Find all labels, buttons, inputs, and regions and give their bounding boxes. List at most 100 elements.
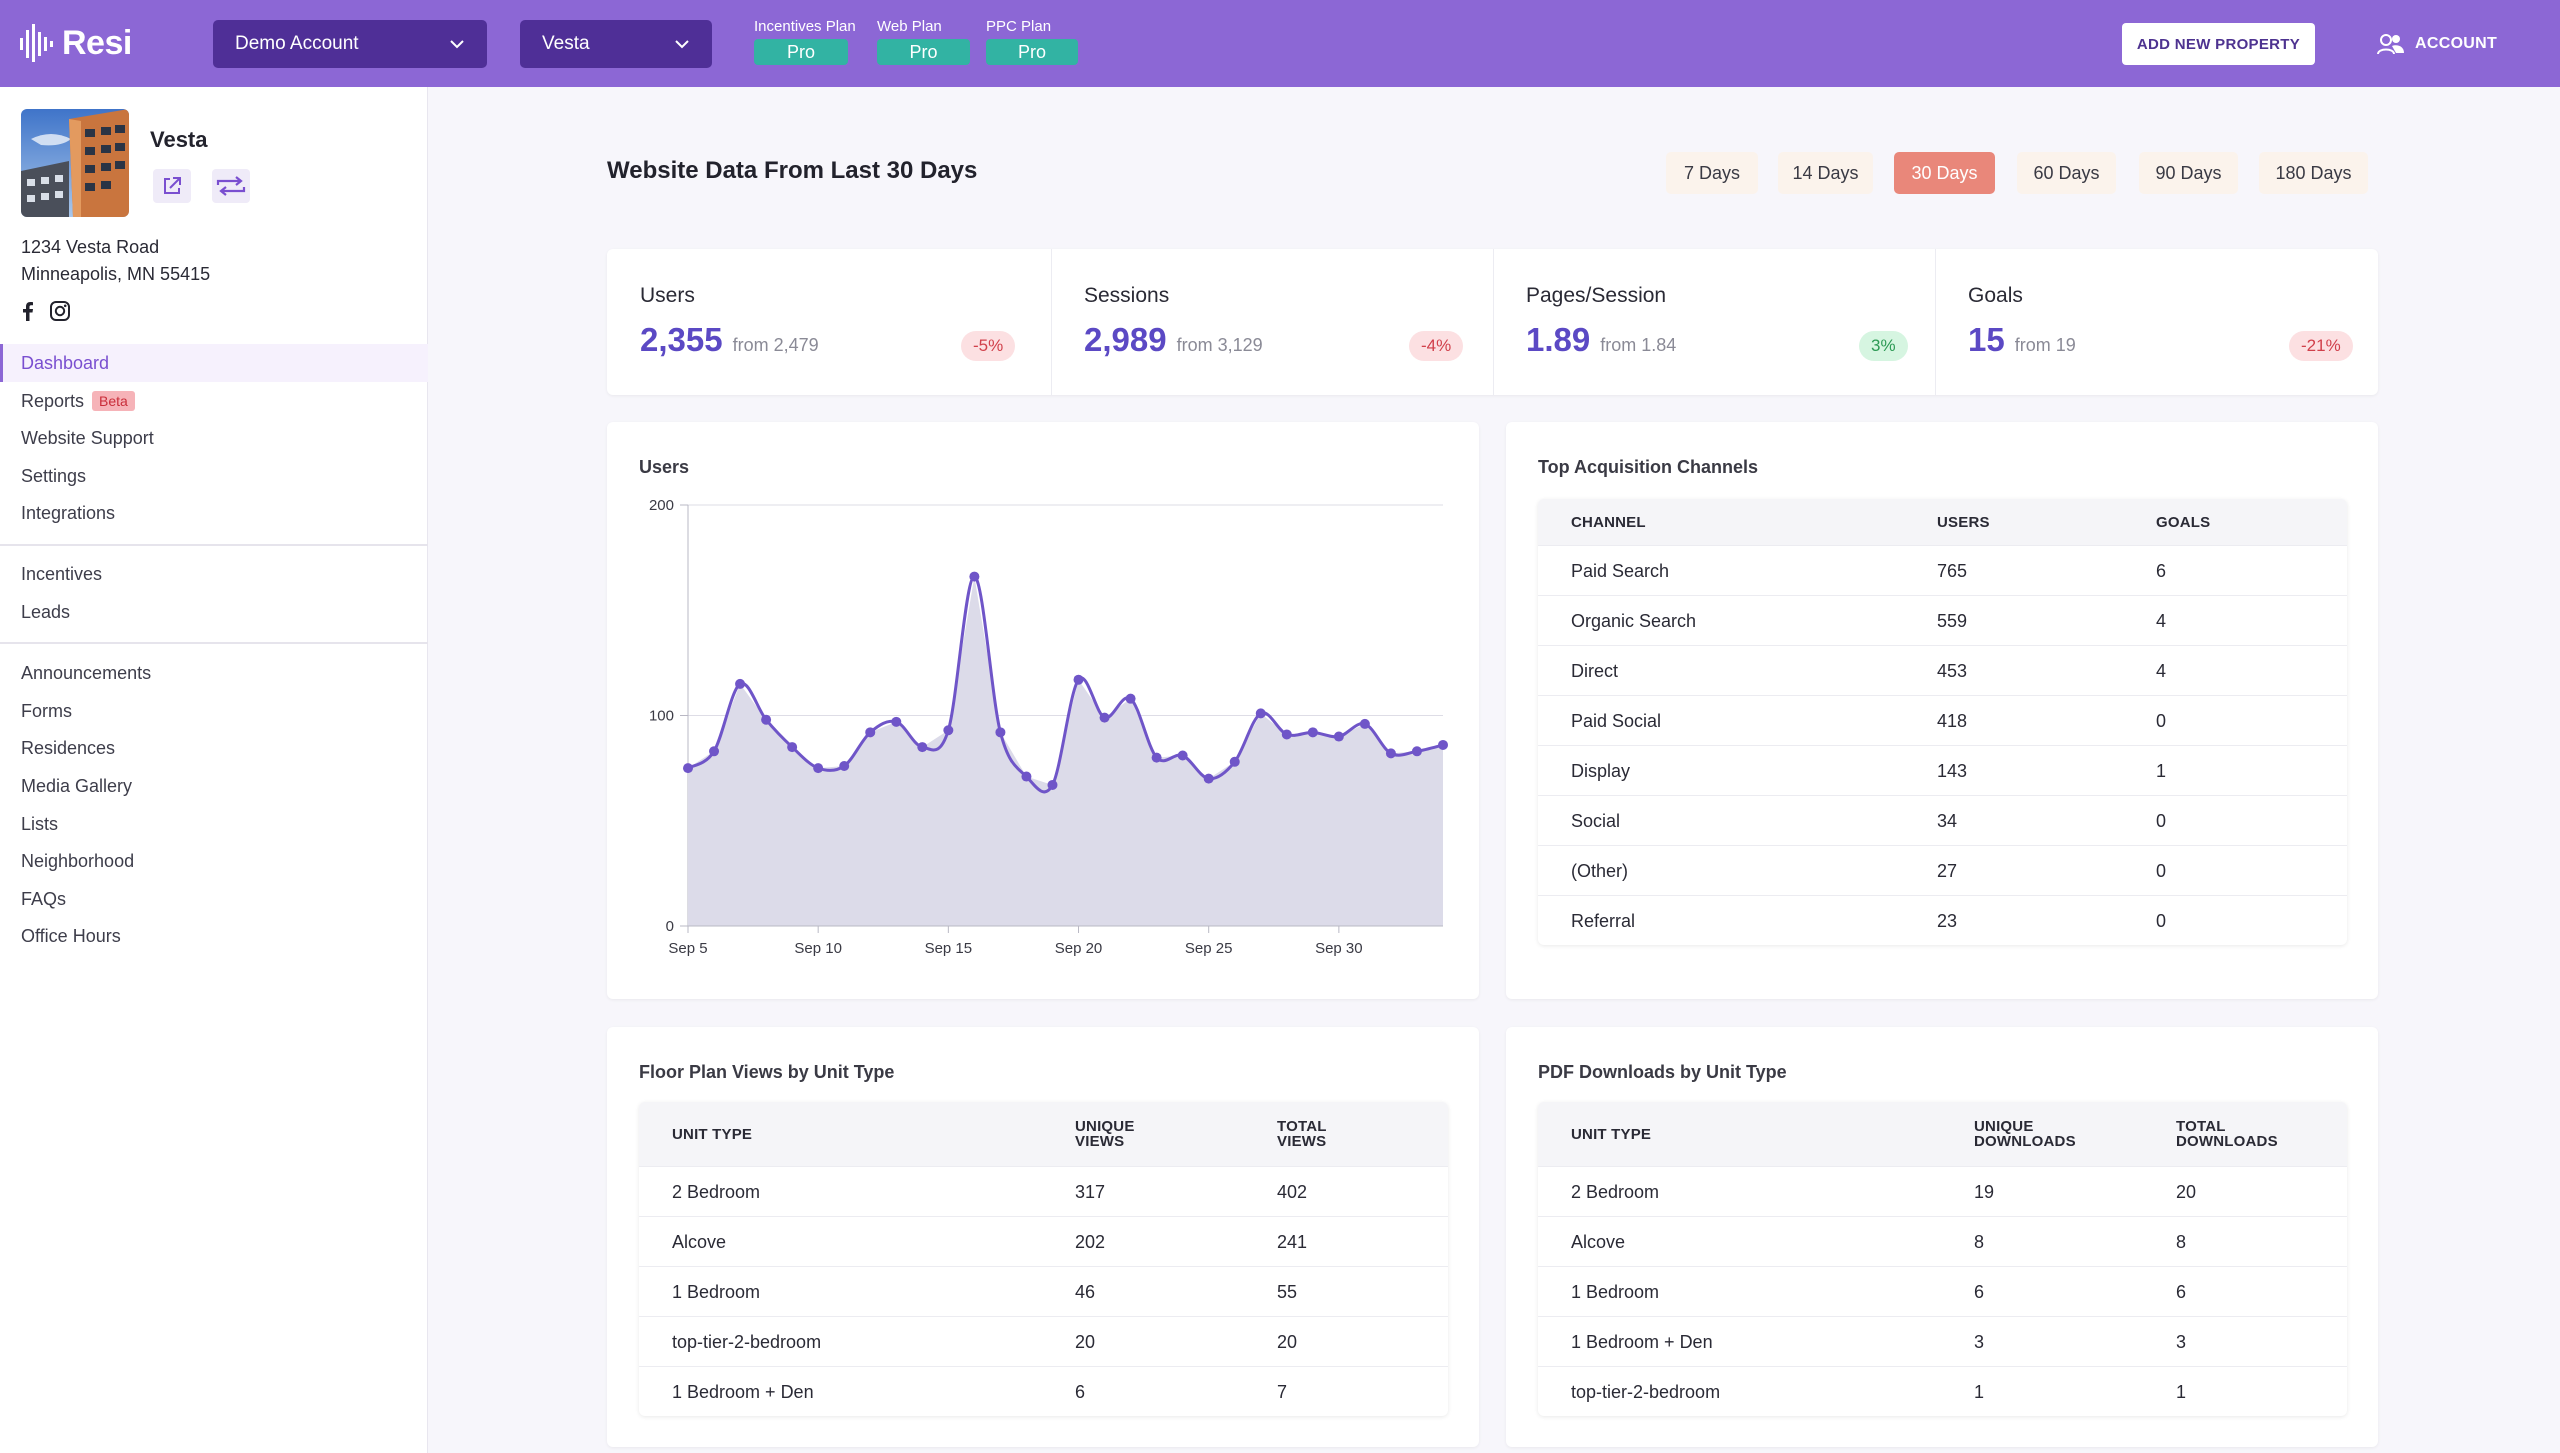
cell: top-tier-2-bedroom	[1571, 1382, 1721, 1402]
sidebar-item-reports[interactable]: Reports Beta	[21, 388, 135, 414]
cell: 202	[1075, 1232, 1106, 1252]
table-row: Alcove 8 8	[1538, 1216, 2347, 1266]
sidebar-item-settings[interactable]: Settings	[21, 463, 86, 489]
swap-arrows-icon	[216, 176, 246, 196]
plan-badge[interactable]: Pro	[877, 39, 970, 65]
cell: 143	[1937, 761, 1968, 781]
y-tick-label: 200	[649, 497, 674, 514]
data-point	[1099, 712, 1110, 723]
x-tick-label: Sep 15	[925, 940, 973, 957]
data-point	[891, 716, 902, 727]
instagram-icon[interactable]	[49, 300, 71, 322]
cell: Alcove	[1571, 1232, 1626, 1252]
sidebar-item-label: Residences	[21, 738, 116, 758]
sidebar-item-neighborhood[interactable]: Neighborhood	[21, 848, 134, 874]
account-select[interactable]: Demo Account	[213, 20, 487, 68]
switch-property-button[interactable]	[212, 169, 250, 203]
logo-bars-icon	[20, 24, 53, 62]
range-30-days-button[interactable]: 30 Days	[1894, 152, 1995, 194]
data-point	[787, 742, 798, 753]
sidebar-item-forms[interactable]: Forms	[21, 698, 72, 724]
sidebar-item-lists[interactable]: Lists	[21, 811, 58, 837]
table-row: Paid Social 418 0	[1538, 695, 2347, 745]
cell: 0	[2156, 911, 2167, 931]
resi-logo[interactable]: Resi	[20, 20, 132, 66]
sidebar-item-label: Reports	[21, 391, 85, 411]
sidebar-item-office-hours[interactable]: Office Hours	[21, 923, 121, 949]
stat-goals: Goals 15 from 19 -21%	[1935, 249, 2378, 395]
cell: (Other)	[1571, 861, 1629, 881]
table-row: Referral 23 0	[1538, 895, 2347, 945]
cell: 19	[1974, 1182, 1995, 1202]
data-point	[709, 746, 720, 757]
table-header: CHANNEL USERS GOALS	[1538, 499, 2347, 545]
cell: 3	[2176, 1332, 2187, 1352]
sidebar-item-faqs[interactable]: FAQs	[21, 886, 66, 912]
table-row: 1 Bedroom + Den 6 7	[639, 1366, 1448, 1416]
plan-badge[interactable]: Pro	[754, 39, 848, 65]
cell: 0	[2156, 711, 2167, 731]
cell: 2 Bedroom	[1571, 1182, 1660, 1202]
sidebar-item-residences[interactable]: Residences	[21, 735, 115, 761]
cell: 7	[1277, 1382, 1288, 1402]
incentives-plan: Incentives Plan Pro	[754, 18, 856, 65]
acquisition-card: Top Acquisition Channels CHANNEL USERS G…	[1506, 422, 2378, 999]
table-header: UNIT TYPE UNIQUE DOWNLOADS TOTAL DOWNLOA…	[1538, 1102, 2347, 1166]
sidebar-item-incentives[interactable]: Incentives	[21, 561, 102, 587]
top-bar: Resi Demo Account Vesta Incentives Plan …	[0, 0, 2560, 87]
card-title: PDF Downloads by Unit Type	[1538, 1062, 1787, 1082]
sidebar-item-website-support[interactable]: Website Support	[21, 425, 154, 451]
account-menu[interactable]: ACCOUNT	[2377, 29, 2497, 59]
stat-divider	[1935, 249, 1936, 395]
sidebar-item-leads[interactable]: Leads	[21, 599, 70, 625]
stat-value-group: 15 from 19	[1968, 321, 2076, 359]
address-line: 1234 Vesta Road	[21, 237, 160, 257]
stat-divider	[1493, 249, 1494, 395]
plan-badge[interactable]: Pro	[986, 39, 1078, 65]
x-tick-label: Sep 10	[794, 940, 842, 957]
data-point	[1021, 771, 1032, 782]
floorplan-table: UNIT TYPE UNIQUE VIEWS TOTAL VIEWS 2 Bed…	[639, 1102, 1448, 1416]
facebook-icon[interactable]	[17, 300, 39, 322]
beta-badge: Beta	[92, 391, 135, 411]
cell: 241	[1277, 1232, 1308, 1252]
plan-label: Incentives Plan	[754, 18, 856, 35]
stat-change-badge: -21%	[2289, 331, 2353, 361]
data-point	[1359, 718, 1370, 729]
table-row: Alcove 202 241	[639, 1216, 1448, 1266]
cell: 20	[1075, 1332, 1096, 1352]
sidebar-item-media-gallery[interactable]: Media Gallery	[21, 773, 132, 799]
column-header: UNIT TYPE	[672, 1126, 753, 1143]
property-select[interactable]: Vesta	[520, 20, 712, 68]
sidebar-item-dashboard[interactable]: Dashboard	[21, 350, 109, 376]
data-point	[1073, 674, 1084, 685]
data-point	[761, 714, 772, 725]
sidebar-item-label: Forms	[21, 701, 72, 721]
external-link-button[interactable]	[153, 169, 191, 203]
cell: 8	[2176, 1232, 2187, 1252]
cell: 402	[1277, 1182, 1308, 1202]
stat-previous: from 2,479	[732, 335, 819, 355]
range-60-days-button[interactable]: 60 Days	[2017, 152, 2116, 194]
cell: 8	[1974, 1232, 1985, 1252]
cell: Paid Social	[1571, 711, 1662, 731]
add-new-property-button[interactable]: ADD NEW PROPERTY	[2122, 23, 2315, 65]
sidebar-item-announcements[interactable]: Announcements	[21, 660, 151, 686]
sidebar-item-label: Website Support	[21, 428, 154, 448]
external-link-icon	[164, 177, 181, 194]
property-select-value: Vesta	[542, 33, 590, 54]
users-area	[688, 576, 1443, 926]
sidebar-item-label: Office Hours	[21, 926, 121, 946]
range-90-days-button[interactable]: 90 Days	[2139, 152, 2238, 194]
range-180-days-button[interactable]: 180 Days	[2259, 152, 2368, 194]
property-address: 1234 Vesta Road Minneapolis, MN 55415	[21, 234, 210, 288]
table-row: top-tier-2-bedroom 1 1	[1538, 1366, 2347, 1416]
sidebar-item-integrations[interactable]: Integrations	[21, 500, 115, 526]
column-header: USERS	[1937, 514, 1990, 531]
table-header: UNIT TYPE UNIQUE VIEWS TOTAL VIEWS	[639, 1102, 1448, 1166]
cell: 1	[1974, 1382, 1985, 1402]
range-7-days-button[interactable]: 7 Days	[1666, 152, 1758, 194]
column-header: CHANNEL	[1571, 514, 1646, 531]
range-14-days-button[interactable]: 14 Days	[1778, 152, 1873, 194]
cell: 559	[1937, 611, 1968, 631]
